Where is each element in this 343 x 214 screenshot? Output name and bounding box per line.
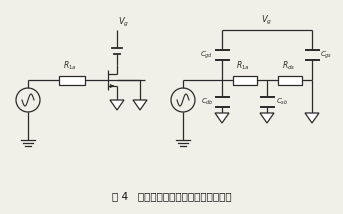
- Text: $R_{1a}$: $R_{1a}$: [236, 60, 249, 73]
- Text: $C_{sb}$: $C_{sb}$: [275, 97, 288, 107]
- Text: 图 4   开关电阻在开启状态时的简单模型: 图 4 开关电阻在开启状态时的简单模型: [112, 191, 231, 201]
- Bar: [277, 76, 301, 85]
- Text: $C_{gs}$: $C_{gs}$: [320, 49, 333, 61]
- Text: $V_g$: $V_g$: [261, 14, 273, 27]
- Bar: [233, 76, 257, 85]
- Text: $C_{db}$: $C_{db}$: [201, 97, 213, 107]
- Text: $C_{gd}$: $C_{gd}$: [200, 49, 213, 61]
- Polygon shape: [260, 113, 274, 123]
- Polygon shape: [110, 100, 124, 110]
- Text: $R_{1a}$: $R_{1a}$: [63, 60, 77, 73]
- Polygon shape: [133, 100, 147, 110]
- Polygon shape: [215, 113, 229, 123]
- Text: $V_g$: $V_g$: [118, 16, 129, 29]
- Polygon shape: [305, 113, 319, 123]
- Text: $R_{ds}$: $R_{ds}$: [282, 60, 295, 73]
- Bar: [59, 76, 85, 85]
